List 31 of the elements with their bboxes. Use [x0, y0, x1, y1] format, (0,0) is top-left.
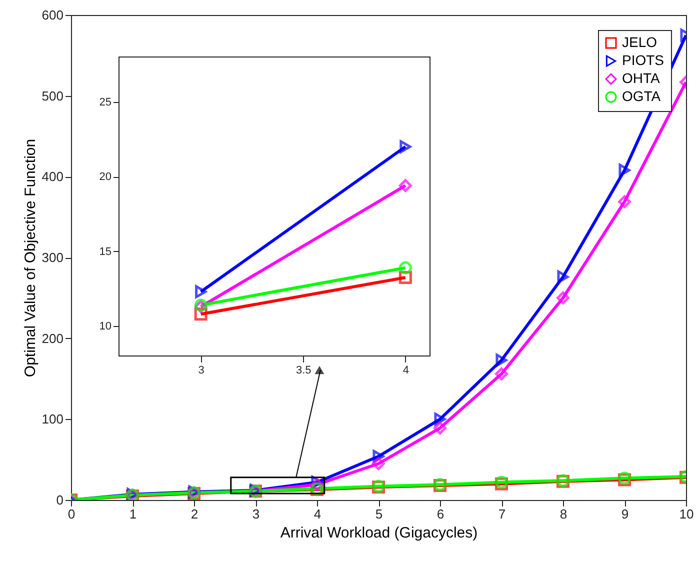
legend-label: OGTA — [622, 88, 662, 104]
y-tick-label: 400 — [42, 169, 64, 184]
legend-label: OHTA — [622, 70, 661, 86]
x-tick-label: 3.5 — [296, 364, 312, 376]
y-tick-label: 25 — [99, 96, 112, 108]
x-tick-label: 7 — [498, 506, 506, 522]
x-tick-label: 9 — [621, 506, 629, 522]
x-tick-label: 10 — [679, 506, 694, 522]
x-tick-label: 6 — [436, 506, 444, 522]
y-tick-label: 300 — [42, 250, 64, 265]
legend-label: PIOTS — [622, 52, 664, 68]
x-tick-label: 3 — [252, 506, 260, 522]
x-tick-label: 4 — [314, 506, 322, 522]
y-tick-label: 0 — [56, 492, 64, 508]
y-tick-label: 20 — [99, 171, 112, 184]
x-tick-label: 0 — [68, 506, 76, 522]
y-tick-label: 600 — [42, 8, 64, 22]
x-tick-label: 1 — [129, 506, 137, 522]
y-tick-label: 500 — [42, 88, 64, 104]
legend-label: JELO — [622, 34, 658, 50]
y-tick-label: 15 — [99, 246, 112, 258]
x-axis-title: Arrival Workload (Gigacycles) — [280, 524, 478, 542]
y-tick-label: 10 — [99, 320, 112, 333]
x-tick-label: 8 — [560, 506, 568, 522]
x-tick-label: 5 — [375, 506, 383, 522]
y-tick-label: 200 — [42, 330, 64, 346]
x-tick-label: 2 — [190, 506, 198, 522]
x-tick-label: 3 — [198, 364, 204, 376]
y-tick-label: 100 — [42, 412, 64, 427]
x-tick-label: 4 — [402, 364, 410, 376]
y-axis-title: Optimal Value of Objective Function — [22, 138, 39, 378]
